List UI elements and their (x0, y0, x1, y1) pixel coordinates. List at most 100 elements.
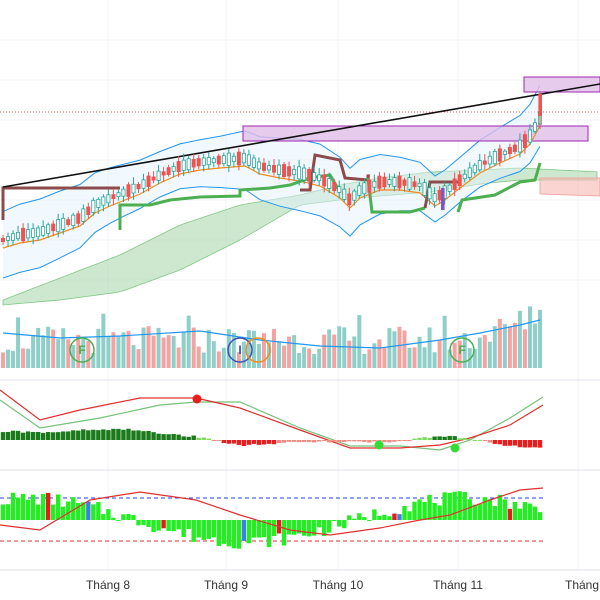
volume-bar (452, 342, 457, 368)
candle-body (457, 174, 462, 187)
volume-bar (216, 351, 221, 368)
volume-bar (146, 326, 151, 368)
volume-bar (412, 347, 417, 368)
oscillator-bar (382, 514, 387, 520)
macd-histogram-bar (316, 440, 322, 442)
volume-bar (332, 334, 337, 368)
candle-body (462, 173, 467, 180)
oscillator-bar (347, 515, 352, 520)
oscillator-bar (91, 504, 96, 520)
volume-bar (246, 330, 251, 368)
oscillator-bar (512, 501, 518, 520)
oscillator-bar (412, 501, 417, 520)
volume-bar (6, 349, 11, 368)
oscillator-bar (477, 503, 482, 520)
volume-bar (156, 327, 161, 368)
volume-bar (81, 338, 86, 368)
volume-bar (312, 353, 317, 368)
volume-bar (46, 326, 51, 368)
candle-body (307, 168, 312, 182)
volume-bar (126, 331, 131, 368)
macd-histogram-bar (332, 440, 337, 442)
macd-histogram-bar (467, 439, 472, 441)
candle-body (477, 160, 482, 171)
oscillator-bar (151, 520, 156, 533)
macd-line (0, 389, 544, 449)
macd-histogram-bar (146, 430, 151, 440)
oscillator-bar (121, 514, 126, 520)
volume-bar (502, 324, 507, 368)
supertrend-down-segment (423, 180, 460, 209)
oscillator-bar (316, 520, 322, 528)
candle-body (527, 129, 532, 143)
volume-bar (71, 345, 76, 368)
candle-body (282, 164, 287, 178)
macd-histogram-bar (397, 440, 402, 442)
candle-body (61, 217, 66, 230)
volume-bar (171, 336, 176, 368)
candle-body (226, 152, 231, 166)
candle-body (51, 223, 56, 232)
macd-histogram-bar (191, 435, 196, 440)
volume-bar (206, 329, 211, 368)
candle-body (402, 179, 407, 186)
bollinger-band-fill (3, 85, 540, 278)
oscillator-bar (467, 499, 472, 520)
oscillator-bar (462, 491, 467, 520)
macd-histogram-bar (76, 430, 81, 440)
volume-bar (437, 340, 442, 368)
volume-bar (382, 347, 387, 368)
macd-histogram-bar (56, 432, 61, 440)
macd-histogram-bar (266, 440, 272, 444)
candle-body (472, 164, 477, 174)
macd-histogram-bar (311, 440, 317, 443)
macd-histogram-bar (71, 430, 76, 440)
macd-histogram-bar (261, 440, 267, 445)
candle-body (101, 196, 106, 206)
volume-bar (236, 352, 241, 368)
macd-histogram-bar (246, 440, 252, 445)
oscillator-bar (71, 497, 76, 520)
oscillator-bar (442, 492, 447, 520)
volume-bar (392, 331, 397, 368)
macd-histogram-bar (186, 436, 191, 440)
volume-bar (427, 327, 432, 368)
oscillator-bar (141, 520, 146, 525)
macd-cross-dot (374, 440, 384, 450)
volume-bar (181, 332, 186, 368)
candle-body (292, 169, 297, 176)
macd-histogram-bar (5, 431, 11, 440)
volume-bar (1, 352, 5, 368)
macd-histogram-bar (527, 440, 533, 448)
candle-body (141, 179, 146, 189)
oscillator-bar (402, 505, 407, 520)
candle-body (46, 224, 51, 234)
oscillator-bar (311, 520, 317, 536)
supertrend-down-segment (300, 153, 370, 192)
macd-histogram-bar (66, 431, 71, 440)
oscillator-bar (161, 520, 166, 529)
oscillator-bar (537, 512, 543, 520)
oscillator-bar (171, 520, 176, 532)
oscillator-bar (86, 501, 91, 520)
macd-histogram-bar (231, 440, 237, 444)
oscillator-bar (532, 506, 538, 520)
volume-bar (522, 329, 527, 368)
macd-histogram-bar (211, 440, 216, 441)
macd-histogram-bar (181, 436, 186, 440)
volume-bar (66, 339, 71, 368)
macd-histogram-bar (487, 440, 493, 443)
macd-histogram-bar (347, 440, 352, 442)
macd-histogram-bar (116, 428, 121, 440)
oscillator-bar (45, 493, 51, 520)
volume-bar (141, 327, 146, 368)
oscillator-bar (201, 520, 206, 540)
macd-histogram-bar (281, 440, 287, 443)
candle-body (287, 166, 292, 177)
oscillator-bar (397, 514, 402, 520)
macd-histogram-bar (126, 428, 131, 440)
oscillator-bar (76, 502, 81, 520)
macd-histogram-bar (392, 440, 397, 442)
candle-body (206, 157, 211, 166)
macd-histogram-bar (10, 430, 16, 440)
